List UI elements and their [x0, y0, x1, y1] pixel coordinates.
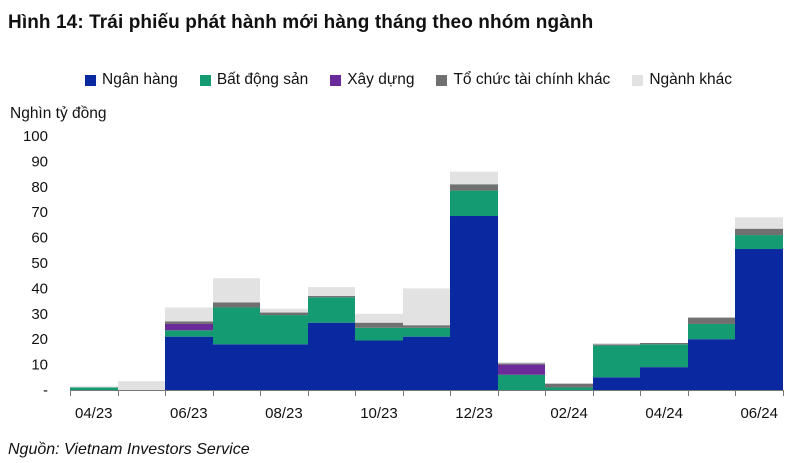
figure-title: Hình 14: Trái phiếu phát hành mới hàng t… [8, 12, 594, 33]
bar-segment [640, 367, 688, 390]
bar-segment [165, 336, 213, 390]
bar-segment [403, 325, 450, 328]
bar-segment [213, 278, 260, 303]
bar-segment [165, 323, 213, 331]
bar-segment [735, 228, 783, 236]
y-tick-label: 70 [31, 204, 48, 221]
bar-segment [498, 374, 545, 390]
x-tick-label: 06/24 [740, 405, 778, 422]
y-tick-label: 60 [31, 230, 48, 247]
bar-segment [165, 307, 213, 322]
bar-segment [403, 288, 450, 326]
legend-label: Xây dựng [347, 71, 415, 88]
bar-segment [118, 381, 165, 390]
bar-segment [260, 344, 308, 390]
bar-segment [593, 343, 640, 345]
bar-segment [545, 387, 593, 390]
legend-item: Bất động sản [199, 71, 309, 89]
bar-segment [70, 386, 118, 388]
legend-item: Tổ chức tài chính khác [436, 71, 610, 89]
legend-swatch [632, 74, 644, 86]
bar-segment [308, 287, 355, 297]
legend-item: Ngân hàng [85, 71, 178, 89]
bar-segment [260, 315, 308, 345]
bar-segment [403, 327, 450, 337]
legend-label: Bất động sản [216, 71, 309, 88]
bar-segment [498, 362, 545, 364]
y-tick-label: 10 [31, 357, 48, 374]
legend-label: Ngân hàng [102, 71, 178, 88]
bar-segment [308, 297, 355, 323]
bar-segment [165, 321, 213, 324]
legend-swatch [436, 74, 448, 86]
bar-segment [593, 377, 640, 390]
x-tick-label: 04/23 [75, 405, 113, 422]
bar-segment [735, 235, 783, 250]
bar-segment [213, 344, 260, 390]
bar-segment [735, 217, 783, 229]
y-tick-label: 50 [31, 255, 48, 272]
bar-segment [213, 302, 260, 308]
y-tick-label: 90 [31, 153, 48, 170]
legend-swatch [85, 74, 96, 86]
legend-swatch [199, 74, 211, 86]
bar-segment [735, 249, 783, 390]
y-tick-label: 80 [31, 179, 48, 196]
legend-item: Ngành khác [632, 71, 732, 89]
chart-legend: Ngân hàng Bất động sản Xây dựng Tổ chức tài… [85, 71, 732, 89]
bar-segment [450, 216, 498, 390]
bar-segment [498, 363, 545, 365]
bar-segment [450, 171, 498, 185]
y-tick-label: 30 [31, 306, 48, 323]
x-tick-label: 02/24 [550, 405, 588, 422]
bar-segment [403, 336, 450, 390]
bar-segment [545, 383, 593, 388]
legend-label: Ngành khác [649, 71, 733, 88]
x-tick-label: 06/23 [170, 405, 208, 422]
bar-segment [498, 364, 545, 375]
bar-segment [260, 312, 308, 316]
bar-segment [640, 344, 688, 368]
bar-segment [450, 190, 498, 217]
bar-segment [260, 308, 308, 313]
y-tick-label: 20 [31, 331, 48, 348]
bar-segment [688, 317, 735, 324]
x-tick-label: 12/23 [455, 405, 493, 422]
bar-segment [70, 387, 118, 390]
bar-segment [593, 345, 640, 378]
y-axis-unit-label: Nghìn tỷ đồng [10, 105, 107, 122]
bar-segment [688, 339, 735, 390]
bar-segment [355, 327, 403, 341]
source-note: Nguồn: Vietnam Investors Service [8, 441, 250, 458]
legend-swatch [330, 74, 342, 86]
bar-segment [308, 296, 355, 298]
legend-label: Tổ chức tài chính khác [453, 71, 611, 88]
x-tick-label: 04/24 [645, 405, 683, 422]
bar-segment [355, 313, 403, 323]
bar-segment [450, 184, 498, 191]
x-tick-label: 10/23 [360, 405, 398, 422]
bar-segment [593, 344, 640, 346]
legend-item: Xây dựng [330, 71, 414, 89]
bar-segment [355, 340, 403, 390]
bar-segment [355, 322, 403, 328]
bar-segment [213, 307, 260, 345]
bar-segment [308, 322, 355, 390]
bar-segment [640, 343, 688, 345]
y-tick-label: 100 [23, 128, 48, 145]
y-tick-label: - [43, 382, 48, 399]
y-tick-label: 40 [31, 280, 48, 297]
bar-segment [165, 330, 213, 337]
x-tick-label: 08/23 [265, 405, 303, 422]
bar-segment [688, 323, 735, 340]
